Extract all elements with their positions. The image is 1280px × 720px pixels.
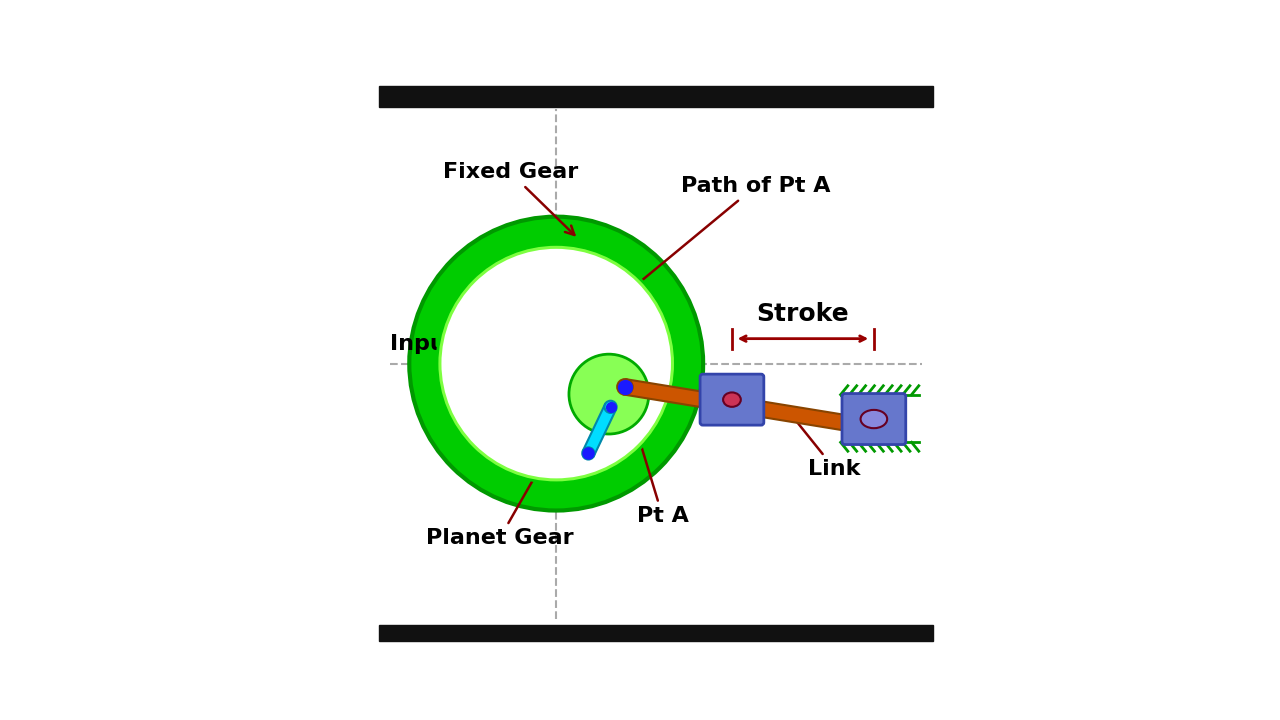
Circle shape bbox=[604, 401, 617, 413]
Circle shape bbox=[890, 423, 905, 439]
Circle shape bbox=[410, 217, 703, 510]
Text: Input Crank: Input Crank bbox=[390, 334, 591, 430]
Text: Path of Pt A: Path of Pt A bbox=[616, 176, 831, 302]
Bar bbox=[379, 625, 933, 641]
FancyBboxPatch shape bbox=[842, 394, 906, 444]
Circle shape bbox=[617, 379, 632, 395]
Ellipse shape bbox=[860, 410, 887, 428]
Text: Fixed Gear: Fixed Gear bbox=[443, 162, 577, 235]
Circle shape bbox=[582, 447, 594, 459]
Text: Link: Link bbox=[787, 410, 861, 479]
Text: Planet Gear: Planet Gear bbox=[426, 372, 595, 548]
Circle shape bbox=[442, 249, 671, 478]
Bar bbox=[379, 86, 933, 107]
FancyBboxPatch shape bbox=[700, 374, 764, 425]
Ellipse shape bbox=[723, 392, 741, 407]
Circle shape bbox=[568, 354, 649, 434]
Polygon shape bbox=[623, 379, 899, 439]
Text: Pt A: Pt A bbox=[625, 397, 689, 526]
Polygon shape bbox=[582, 404, 616, 456]
Text: Stroke: Stroke bbox=[756, 302, 849, 326]
Circle shape bbox=[436, 244, 676, 483]
